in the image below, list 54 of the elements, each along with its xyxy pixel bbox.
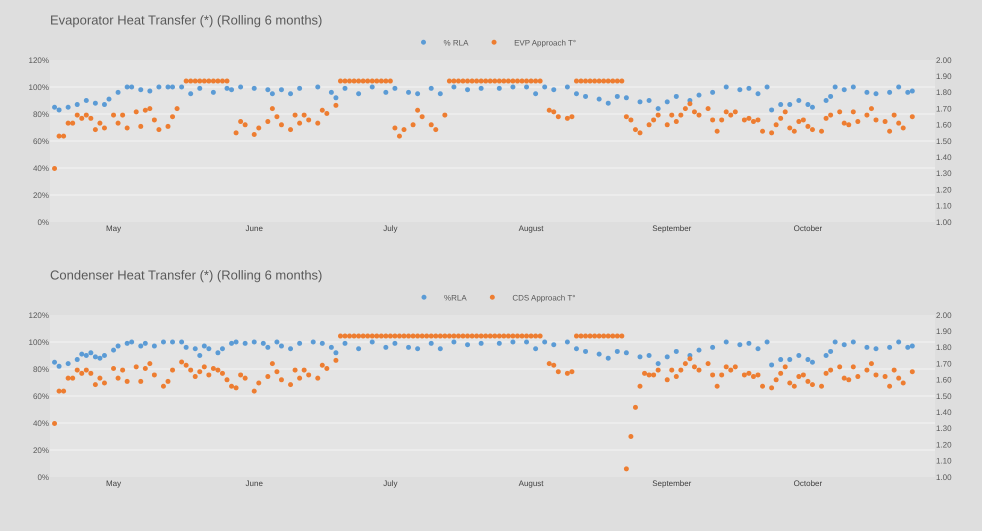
y2-tick-label: 1.70 bbox=[936, 104, 952, 114]
y2-tick-label: 1.50 bbox=[936, 392, 952, 401]
x-tick-label: May bbox=[106, 479, 122, 488]
x-tick-label: July bbox=[383, 224, 398, 233]
y2-tick-label: 1.20 bbox=[936, 185, 952, 194]
y2-tick-label: 1.80 bbox=[936, 88, 952, 98]
y2-tick-label: 1.90 bbox=[936, 327, 952, 336]
y2-tick-label: 1.30 bbox=[936, 169, 952, 178]
y-tick-label: 80% bbox=[32, 110, 49, 119]
y-tick-label: 40% bbox=[32, 164, 49, 173]
x-tick-label: September bbox=[652, 479, 692, 488]
y-tick-label: 40% bbox=[32, 418, 49, 428]
y-tick-label: 100% bbox=[28, 338, 49, 347]
y-tick-label: 20% bbox=[32, 446, 49, 455]
y2-tick-label: 1.40 bbox=[936, 408, 952, 417]
y2-tick-label: 1.10 bbox=[936, 202, 952, 211]
legend-label: EVP Approach T° bbox=[514, 38, 576, 48]
y2-tick-label: 1.60 bbox=[936, 120, 952, 130]
y2-tick-label: 1.30 bbox=[936, 424, 952, 434]
y2-tick-label: 1.40 bbox=[936, 153, 952, 162]
y-tick-label: 100% bbox=[28, 82, 49, 92]
x-tick-label: October bbox=[794, 224, 822, 233]
y-tick-label: 0% bbox=[37, 218, 49, 227]
y2-tick-label: 1.90 bbox=[936, 72, 952, 81]
x-tick-label: August bbox=[518, 479, 544, 488]
y-tick-label: 20% bbox=[32, 190, 49, 200]
x-tick-label: June bbox=[246, 479, 264, 488]
y-tick-label: 60% bbox=[32, 136, 49, 146]
chart-title: Evaporator Heat Transfer (*) (Rolling 6 months) bbox=[50, 12, 322, 28]
y2-tick-label: 1.50 bbox=[936, 136, 952, 146]
legend-label: % RLA bbox=[444, 38, 470, 48]
x-tick-label: June bbox=[246, 224, 264, 233]
x-tick-label: July bbox=[383, 479, 398, 488]
x-tick-label: September bbox=[652, 224, 692, 233]
y-tick-label: 120% bbox=[28, 310, 49, 320]
y2-tick-label: 1.20 bbox=[936, 440, 952, 450]
y2-tick-label: 2.00 bbox=[936, 310, 952, 320]
y-tick-label: 80% bbox=[32, 364, 49, 374]
y2-tick-label: 1.10 bbox=[936, 456, 952, 466]
x-tick-label: August bbox=[518, 224, 544, 233]
x-tick-label: May bbox=[106, 224, 122, 233]
y2-tick-label: 1.70 bbox=[936, 359, 952, 368]
y2-tick-label: 1.00 bbox=[936, 218, 952, 227]
legend-label: %RLA bbox=[444, 293, 468, 302]
y2-tick-label: 1.60 bbox=[936, 376, 952, 385]
legend-label: CDS Approach T° bbox=[512, 293, 576, 302]
y2-tick-label: 1.80 bbox=[936, 343, 952, 352]
x-tick-label: October bbox=[794, 479, 822, 488]
y-tick-label: 120% bbox=[28, 56, 49, 65]
y-tick-label: 60% bbox=[32, 392, 49, 401]
y-tick-label: 0% bbox=[37, 472, 49, 482]
chart-title: Condenser Heat Transfer (*) (Rolling 6 months) bbox=[50, 268, 322, 283]
y2-tick-label: 2.00 bbox=[936, 56, 952, 65]
y2-tick-label: 1.00 bbox=[936, 472, 952, 482]
